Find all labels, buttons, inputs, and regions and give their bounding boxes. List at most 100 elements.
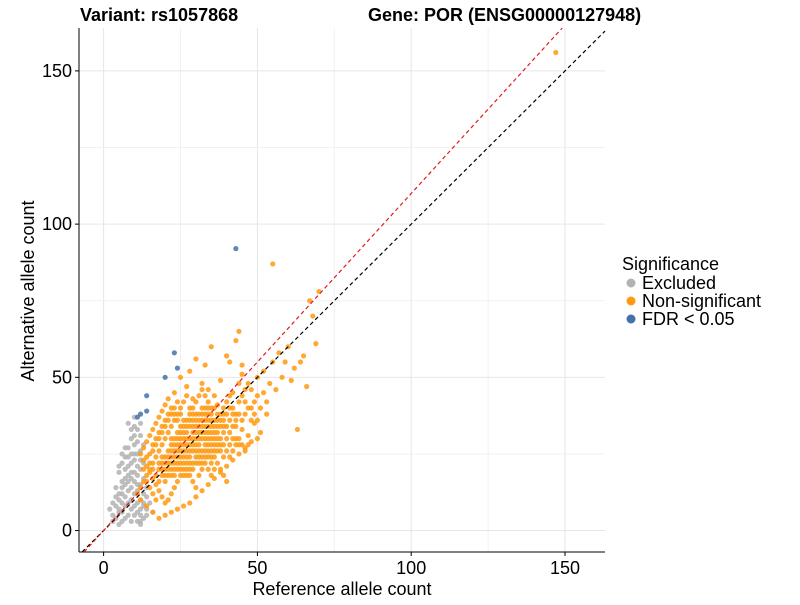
data-point [110, 500, 116, 506]
data-point [245, 432, 251, 439]
series-non-significant [134, 49, 559, 521]
data-point [156, 414, 162, 420]
title-left: Variant: rs1057868 [80, 5, 238, 25]
data-point [220, 454, 227, 460]
data-point [137, 432, 144, 439]
data-point [168, 423, 174, 429]
data-point [211, 393, 217, 399]
data-point [220, 417, 227, 423]
data-point [168, 509, 174, 515]
data-point [233, 442, 239, 448]
data-point [239, 393, 245, 399]
data-point [217, 423, 224, 429]
data-point [260, 390, 267, 396]
data-point [187, 368, 193, 374]
data-point [177, 405, 184, 411]
legend: Significance Excluded Non-significant FD… [622, 254, 761, 329]
data-point [174, 417, 181, 423]
data-point [254, 417, 261, 423]
data-point [137, 518, 144, 524]
data-point [199, 386, 205, 393]
y-tick-label: 150 [42, 61, 72, 81]
data-point [128, 506, 134, 512]
data-point [236, 399, 242, 405]
data-point [119, 485, 125, 491]
data-point [297, 359, 304, 365]
data-point [239, 426, 245, 433]
data-point [294, 426, 300, 433]
data-point [196, 472, 202, 478]
data-point [184, 429, 190, 436]
data-point [162, 478, 168, 485]
data-point [193, 485, 199, 491]
data-point [199, 488, 205, 494]
data-point [214, 411, 221, 417]
data-point [159, 408, 165, 414]
data-point [267, 380, 273, 387]
data-point [174, 478, 181, 485]
data-point [137, 451, 144, 457]
data-point [122, 515, 128, 521]
y-tick-label: 100 [42, 214, 72, 234]
data-point [165, 396, 171, 402]
data-point [107, 506, 113, 512]
data-point [224, 478, 230, 485]
data-point [242, 448, 248, 454]
reference-lines [81, 27, 606, 553]
data-point [193, 399, 199, 405]
data-point [245, 442, 251, 448]
data-point [187, 466, 193, 472]
data-point [162, 436, 168, 442]
data-point [202, 393, 208, 399]
data-point [184, 383, 190, 390]
data-point [156, 448, 162, 454]
data-point [205, 399, 211, 405]
data-point [205, 429, 211, 436]
data-point [236, 451, 242, 457]
data-point [239, 442, 245, 448]
data-point [171, 350, 177, 356]
data-point [208, 460, 214, 466]
data-point [239, 362, 245, 368]
data-point [150, 491, 156, 497]
data-point [156, 436, 162, 442]
data-point [116, 521, 122, 528]
y-axis-title: Alternative allele count [18, 200, 38, 381]
data-point [217, 448, 224, 454]
data-point [230, 423, 236, 429]
data-point [245, 380, 251, 387]
data-point [211, 448, 217, 454]
data-point [184, 472, 190, 478]
data-point [156, 515, 162, 521]
series-fdr-0-05 [134, 246, 239, 420]
data-point [122, 494, 128, 500]
data-point [227, 442, 233, 448]
x-axis-title: Reference allele count [252, 579, 431, 599]
data-point [147, 432, 153, 439]
data-point [177, 429, 184, 436]
data-point [119, 451, 125, 457]
fit-line [83, 27, 563, 553]
data-point [202, 362, 208, 368]
data-point [168, 491, 174, 497]
data-point [193, 494, 199, 500]
data-point [134, 426, 141, 433]
data-point [150, 426, 156, 433]
data-point [227, 417, 233, 423]
data-point [116, 491, 122, 497]
data-point [199, 380, 205, 387]
data-point [180, 417, 187, 423]
data-point [208, 472, 214, 478]
data-point [224, 411, 230, 417]
data-point [150, 466, 156, 472]
data-point [190, 423, 196, 429]
data-point [184, 393, 190, 399]
x-tick-label: 150 [550, 558, 580, 578]
data-point [224, 353, 230, 359]
data-point [190, 405, 196, 411]
data-point [242, 399, 248, 405]
data-point [180, 503, 187, 509]
data-point [239, 417, 245, 423]
data-point [162, 500, 168, 506]
